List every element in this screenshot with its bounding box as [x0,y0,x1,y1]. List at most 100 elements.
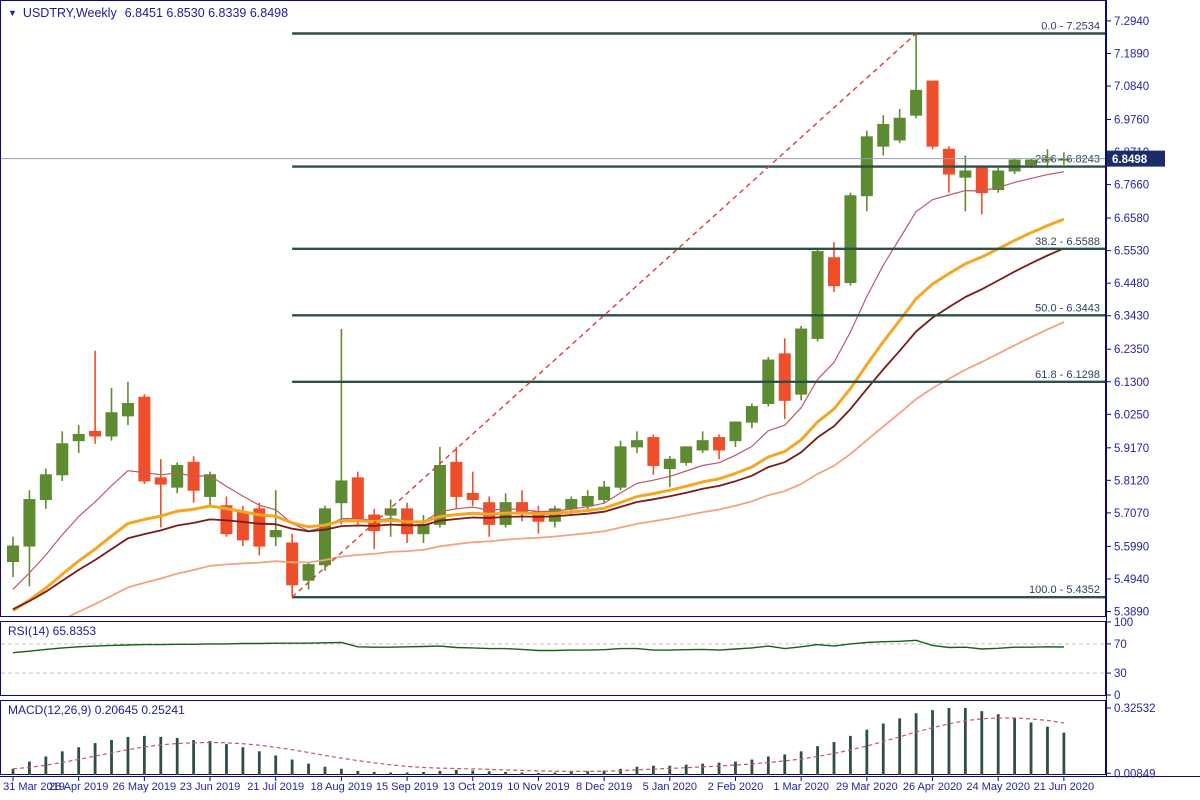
macd-histogram-bar [159,736,163,775]
candle [795,325,808,401]
candle [942,146,955,193]
candle [844,192,857,286]
macd-histogram-bar [766,756,770,775]
macd-histogram-bar [914,713,918,775]
price-axis-labels: 7.29407.18907.08406.97606.87106.76606.65… [1106,16,1165,618]
fib-level-label: 23.6 - 6.8243 [1035,154,1100,166]
date-axis-label: 18 Aug 2019 [311,781,373,793]
macd-histogram-bar [110,739,113,775]
candle [614,440,627,491]
candle [663,456,676,488]
current-price-badge: 6.8498 [1107,150,1165,167]
candle [778,338,791,419]
candle [745,403,758,429]
macd-histogram-bar [504,771,507,775]
fib-level-label: 38.2 - 6.5588 [1035,236,1100,248]
candle [220,496,233,537]
candle [351,471,364,525]
macd-histogram-bar [586,771,590,775]
rsi-indicator-label: RSI(14) 65.8353 [8,624,97,638]
price-axis-label: 5.5990 [1114,541,1149,553]
candle [171,462,184,494]
rsi-panel[interactable]: 100 70 30 0 [1,617,1133,702]
price-axis-label: 6.2350 [1114,344,1149,356]
price-axis[interactable] [1106,0,1200,776]
ma-medium-line [12,217,1065,612]
candle [647,434,660,475]
macd-histogram-bar [241,747,245,775]
macd-histogram-bar [372,771,376,775]
candle [121,381,134,426]
macd-histogram-bar [208,741,212,775]
price-axis-label: 6.9760 [1114,114,1149,126]
macd-histogram-bar [1046,726,1049,775]
ma-fast-line [12,171,1064,590]
candle [433,446,446,528]
macd-axis-label: 0.32532 [1114,703,1156,715]
macd-histogram-bar [77,747,81,775]
date-axis-label: 21 Jun 2020 [1034,781,1095,793]
fib-level-label: 100.0 - 5.4352 [1029,584,1100,596]
candle [7,536,19,578]
candle [204,471,217,506]
candle [696,431,709,454]
macd-histogram-bar [389,772,393,775]
macd-histogram-bar [651,765,655,775]
rsi-axis-label: 30 [1114,668,1127,680]
ohlc-quote: 6.8451 6.8530 6.8339 6.8498 [124,6,289,20]
date-axis-label: 10 Nov 2019 [507,781,569,793]
macd-histogram-bar [11,768,15,775]
symbol-title-bar: ▼ USDTRY,Weekly 6.8451 6.8530 6.8339 6.849… [8,6,288,20]
date-axis-label: 31 Mar 2019 [3,781,65,793]
date-axis-label: 26 Apr 2020 [903,781,962,793]
macd-histogram-bar [717,762,721,775]
ma-slowest-line [68,321,1065,616]
macd-histogram-bar [832,742,836,775]
macd-histogram-bar [799,751,803,775]
candle [105,387,118,441]
macd-histogram-bar [849,735,852,775]
macd-histogram-bar [996,714,1000,775]
macd-histogram-bar [537,772,540,775]
candle [713,434,726,460]
macd-panel[interactable]: 0.32532 0.00849 [11,703,1156,780]
ma-slow-line [12,247,1065,611]
date-axis-label: 1 Mar 2020 [773,781,829,793]
macd-histogram-bar [290,759,294,775]
macd-histogram-bar [175,737,179,775]
candle [860,130,873,212]
macd-histogram-bar [28,761,31,775]
candle [581,490,594,512]
date-axis-label: 5 Jan 2020 [643,781,697,793]
candle [499,493,512,528]
rsi-line [12,639,1064,654]
price-axis-label: 6.0250 [1114,409,1149,421]
macd-histogram-bar [619,768,622,775]
time-axis[interactable] [0,776,1106,800]
macd-histogram-bar [947,708,951,775]
candle [893,108,906,144]
chart-dropdown-marker[interactable]: ▼ [8,8,17,18]
price-axis-label: 5.3890 [1114,606,1149,618]
macd-histogram-bar [569,771,573,775]
macd-histogram-bar [422,771,425,775]
macd-histogram-bar [734,761,737,775]
candle [680,446,693,466]
fib-level-label: 0.0 - 7.2534 [1041,21,1100,33]
fib-level-label: 61.8 - 6.1298 [1035,369,1100,381]
symbol-name: USDTRY,Weekly [22,6,117,20]
date-axis-label: 21 Jul 2019 [247,781,304,793]
candle [23,490,36,587]
candle [39,468,52,509]
date-axis-label: 24 May 2020 [966,781,1030,793]
main-chart[interactable]: 0.0 - 7.2534 23.6 - 6.8243 38.2 - 6.5588 50… [0,21,1106,641]
panel-borders [0,0,1200,777]
fibonacci-retracement[interactable]: 0.0 - 7.2534 23.6 - 6.8243 38.2 - 6.5588 50… [292,21,1106,599]
rsi-axis-label: 100 [1114,617,1133,629]
macd-histogram-bar [93,743,97,775]
macd-histogram-bar [142,735,146,775]
macd-histogram-bar [44,756,48,775]
candle [959,155,972,212]
